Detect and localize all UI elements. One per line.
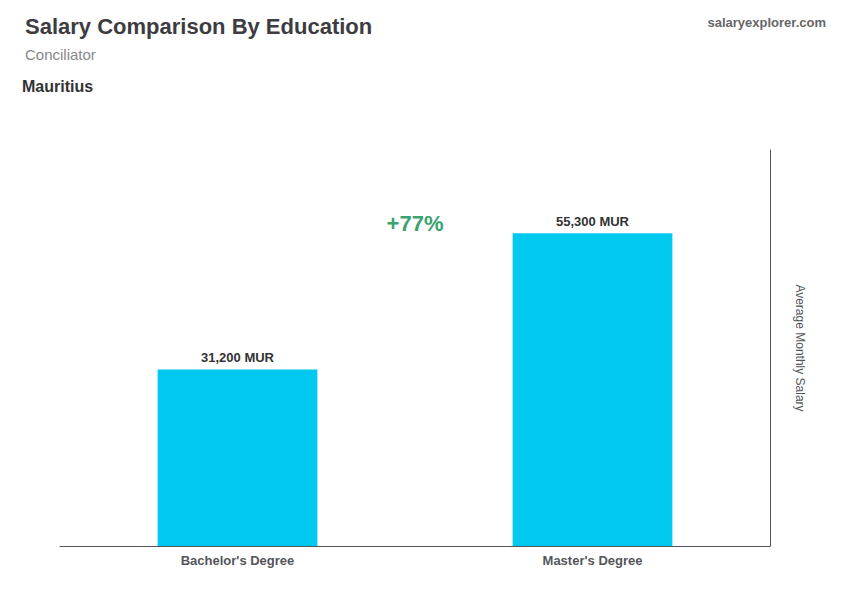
- svg-text:55,300 MUR: 55,300 MUR: [556, 214, 630, 229]
- svg-text:31,200 MUR: 31,200 MUR: [201, 350, 275, 365]
- svg-text:Salary Comparison By Education: Salary Comparison By Education: [25, 14, 372, 39]
- svg-text:Average Monthly Salary: Average Monthly Salary: [793, 284, 807, 411]
- svg-text:+77%: +77%: [387, 211, 444, 236]
- svg-text:salaryexplorer.com: salaryexplorer.com: [707, 15, 826, 30]
- svg-text:Mauritius: Mauritius: [22, 78, 93, 95]
- svg-text:Master's Degree: Master's Degree: [543, 553, 643, 568]
- svg-text:Conciliator: Conciliator: [25, 46, 96, 63]
- svg-text:Bachelor's Degree: Bachelor's Degree: [181, 553, 295, 568]
